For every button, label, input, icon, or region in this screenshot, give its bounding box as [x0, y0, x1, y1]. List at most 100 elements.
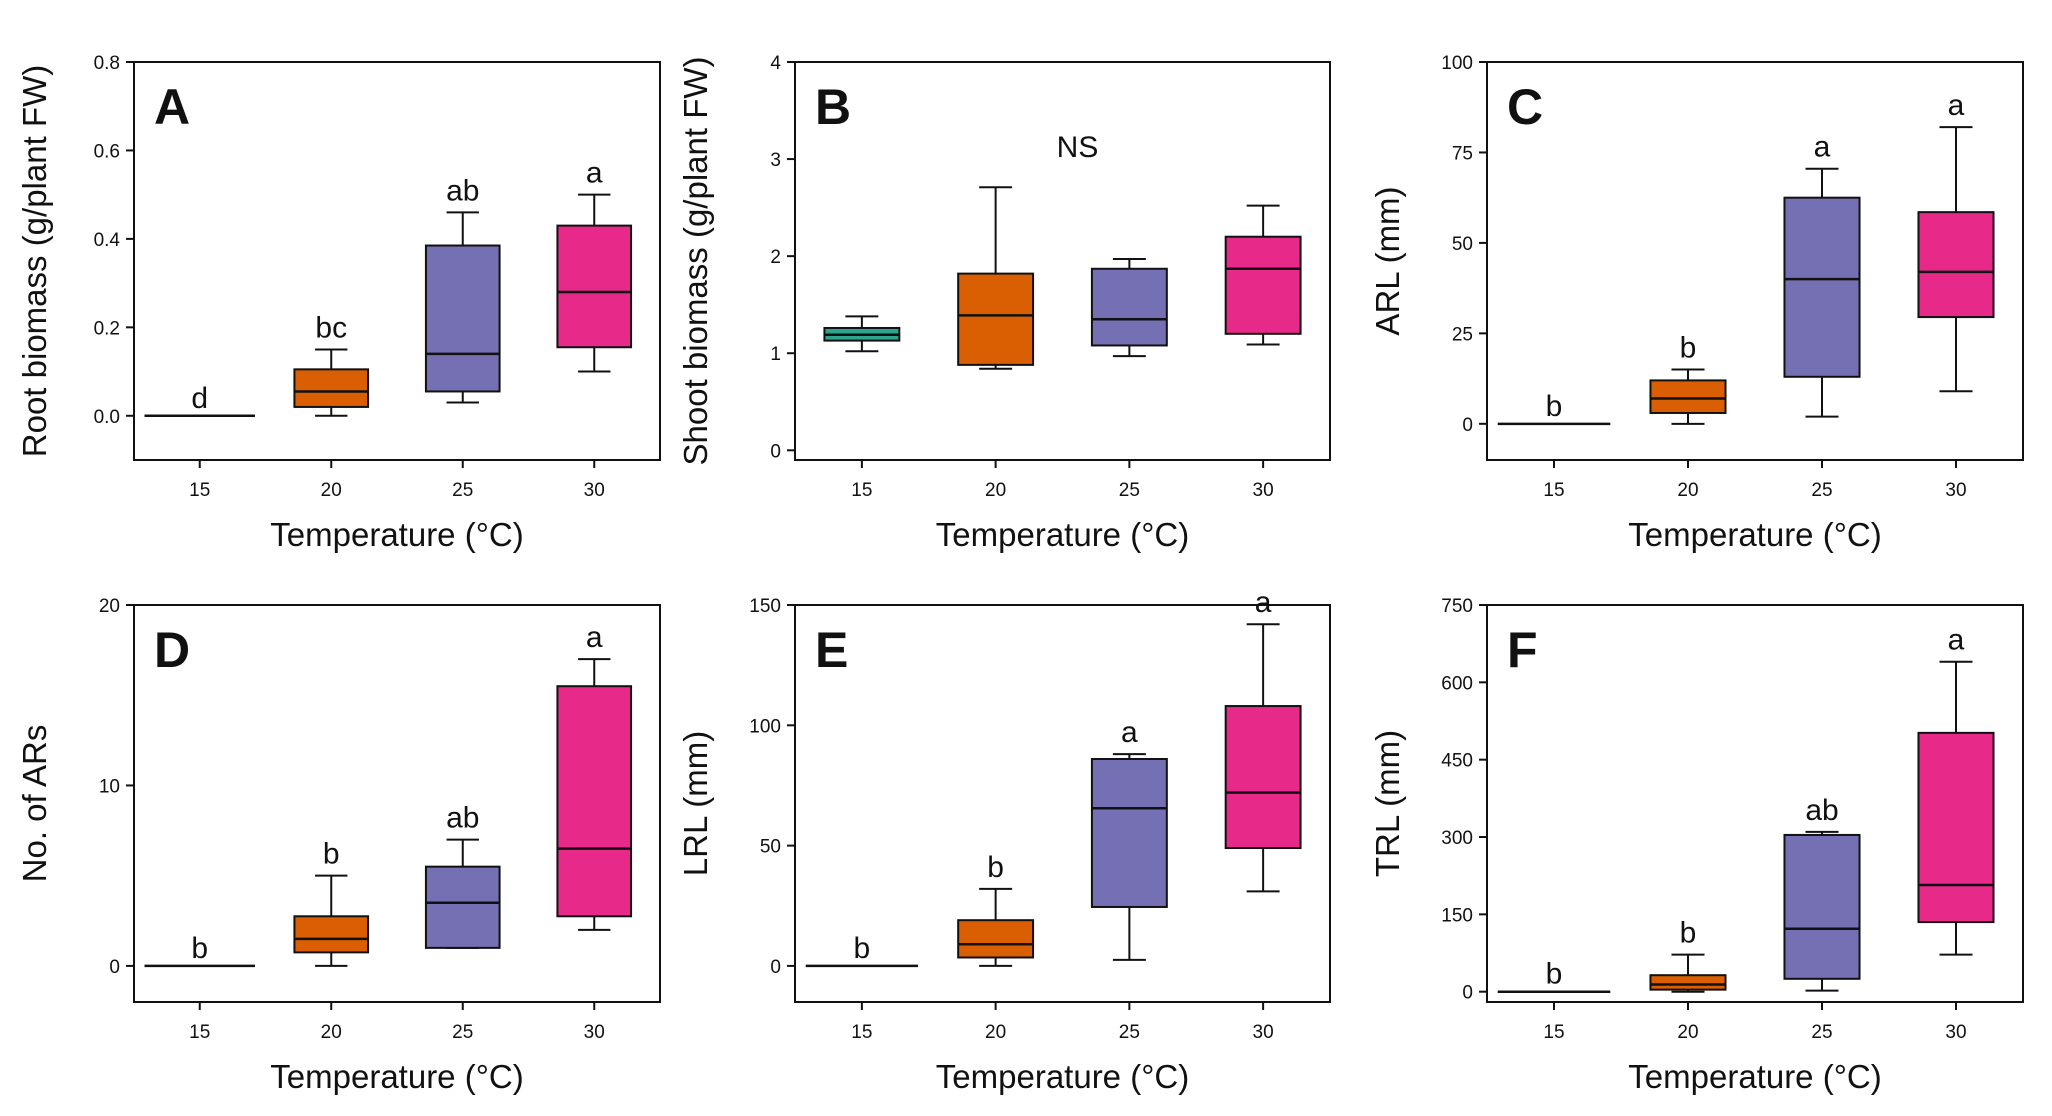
- y-tick-label: 300: [1441, 828, 1473, 849]
- x-axis-label: Temperature (°C): [936, 1058, 1189, 1095]
- plot-frame: [794, 61, 1331, 461]
- y-tick-label: 0: [770, 957, 781, 978]
- y-tick-label: 75: [1452, 143, 1473, 164]
- box-15: [823, 315, 901, 353]
- box-15: b: [805, 932, 919, 968]
- box-iqr: [1783, 196, 1861, 378]
- y-tick-label: 0: [1462, 983, 1473, 1004]
- panel-c: 0 25 50 75 100 15 20 25 30 Temperature (°C) ARL (m…: [1369, 53, 2024, 553]
- panel-letter: B: [815, 79, 851, 135]
- significance-annotation: NS: [1057, 131, 1099, 164]
- y-tick-label: 50: [760, 837, 781, 858]
- box-iqr: [293, 368, 370, 408]
- significance-letter: b: [1680, 332, 1697, 365]
- y-tick-label: 0: [1462, 415, 1473, 436]
- box-iqr: [1224, 235, 1302, 335]
- significance-letter: ab: [446, 802, 479, 835]
- box-15: d: [144, 382, 255, 418]
- y-axis-label: No. of ARs: [16, 725, 53, 883]
- panel-b: 0 1 2 3 4 15 20 25 30 Temperature (°C) Shoot bioma…: [677, 53, 1331, 553]
- y-tick-label: 0: [109, 957, 120, 978]
- y-tick-label: 100: [749, 716, 781, 737]
- x-tick-label: 25: [1811, 1022, 1832, 1043]
- y-tick-label: 450: [1441, 751, 1473, 772]
- significance-letter: a: [1814, 131, 1831, 164]
- y-axis-label: TRL (mm): [1369, 730, 1406, 877]
- panel-e: 0 50 100 150 15 20 25 30 Temperature (°C) LRL (mm…: [677, 586, 1331, 1095]
- y-tick-label: 20: [99, 596, 120, 617]
- x-tick-label: 20: [985, 480, 1006, 501]
- x-tick-label: 30: [1945, 480, 1966, 501]
- panel-d: 0 10 20 15 20 25 30 Temperature (°C) No. of ARs D…: [16, 596, 661, 1095]
- significance-letter: a: [1948, 624, 1965, 657]
- x-tick-label: 15: [1543, 1022, 1564, 1043]
- panel-letter: E: [815, 622, 848, 678]
- panel-f: 0 150 300 450 600 750 15 20 25 30 Temperature (°C)…: [1369, 596, 2024, 1095]
- y-tick-label: 25: [1452, 324, 1473, 345]
- y-tick-label: 750: [1441, 596, 1473, 617]
- box-20: b: [957, 851, 1035, 967]
- significance-letter: b: [1546, 390, 1563, 423]
- box-30: a: [1224, 586, 1302, 893]
- box-iqr: [1783, 833, 1861, 980]
- panel-a: 0.0 0.2 0.4 0.6 0.8 15 20 25 30 Temperature (°C) R…: [16, 53, 661, 553]
- box-iqr: [424, 244, 501, 393]
- box-25: ab: [424, 802, 501, 949]
- x-tick-label: 20: [321, 1022, 342, 1043]
- box-iqr: [1090, 757, 1168, 908]
- significance-letter: a: [1121, 716, 1138, 749]
- significance-letter: b: [987, 851, 1004, 884]
- x-axis-label: Temperature (°C): [270, 516, 523, 553]
- box-iqr: [556, 685, 633, 918]
- box-iqr: [957, 919, 1035, 959]
- box-iqr: [293, 915, 370, 954]
- panel-letter: C: [1507, 79, 1543, 135]
- x-tick-label: 25: [1811, 480, 1832, 501]
- x-tick-label: 30: [1253, 480, 1274, 501]
- plot-frame: [133, 61, 661, 461]
- box-iqr: [424, 865, 501, 949]
- box-30: a: [1917, 89, 1995, 393]
- x-tick-label: 30: [1253, 1022, 1274, 1043]
- box-iqr: [1917, 211, 1995, 319]
- y-axis-label: ARL (mm): [1369, 186, 1406, 335]
- panel-letter: F: [1507, 622, 1538, 678]
- x-tick-label: 20: [321, 480, 342, 501]
- x-tick-label: 25: [452, 480, 473, 501]
- significance-letter: bc: [315, 311, 347, 344]
- plot-frame: [1486, 604, 2024, 1003]
- significance-letter: b: [1546, 958, 1563, 991]
- x-tick-label: 20: [1677, 480, 1698, 501]
- panel-letter: D: [154, 622, 190, 678]
- y-tick-label: 600: [1441, 673, 1473, 694]
- box-iqr: [957, 272, 1035, 366]
- x-tick-label: 25: [452, 1022, 473, 1043]
- significance-letter: a: [1255, 586, 1272, 619]
- box-30: a: [556, 621, 633, 931]
- x-tick-label: 15: [189, 1022, 210, 1043]
- box-20: b: [1649, 332, 1727, 425]
- box-30: a: [1917, 624, 1995, 956]
- y-tick-label: 4: [770, 53, 781, 74]
- y-tick-label: 0.4: [94, 230, 121, 251]
- box-25: a: [1783, 131, 1861, 418]
- x-tick-label: 20: [985, 1022, 1006, 1043]
- box-30: [1224, 204, 1302, 346]
- box-20: b: [293, 838, 370, 967]
- significance-letter: b: [191, 932, 208, 965]
- box-25: a: [1090, 716, 1168, 961]
- y-tick-label: 3: [770, 150, 781, 171]
- significance-letter: a: [1948, 89, 1965, 122]
- significance-letter: b: [323, 838, 340, 871]
- box-iqr: [1649, 974, 1727, 991]
- significance-letter: b: [1680, 917, 1697, 950]
- y-tick-label: 10: [99, 776, 120, 797]
- box-15: b: [144, 932, 255, 968]
- x-tick-label: 25: [1119, 1022, 1140, 1043]
- box-iqr: [1090, 267, 1168, 347]
- box-iqr: [556, 224, 633, 349]
- plot-frame: [133, 604, 661, 1003]
- x-axis-label: Temperature (°C): [1628, 516, 1881, 553]
- box-iqr: [1917, 731, 1995, 924]
- y-tick-label: 0.8: [94, 53, 120, 74]
